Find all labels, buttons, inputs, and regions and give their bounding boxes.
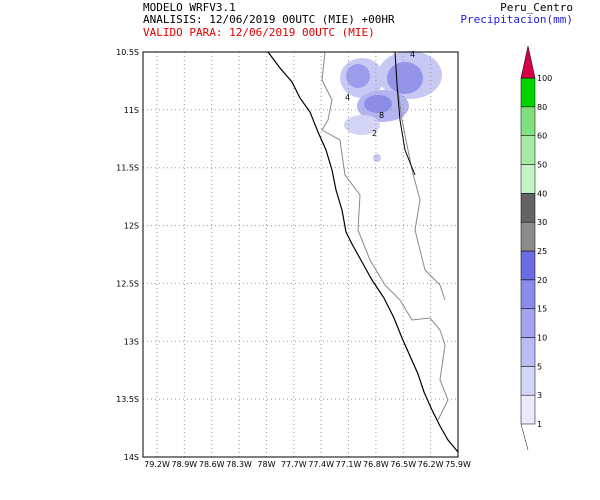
precip-area <box>344 115 380 135</box>
contour-label: 4 <box>410 50 415 59</box>
colorbar-segment <box>520 106 536 136</box>
boundary-line <box>394 51 416 176</box>
colorbar-bottom <box>520 423 529 451</box>
coastline <box>267 51 459 453</box>
colorbar-label: 50 <box>537 161 547 170</box>
lon-label: 76.2W <box>418 460 444 469</box>
map-frame <box>142 51 459 458</box>
precip-area <box>364 95 392 113</box>
colorbar-label: 25 <box>537 247 547 256</box>
precip-area <box>373 154 381 162</box>
colorbar-segment <box>520 279 536 309</box>
colorbar-label: 80 <box>537 103 547 112</box>
lon-label: 77.1W <box>336 460 362 469</box>
contour-labels: 4 4 28 <box>345 50 415 138</box>
colorbar-segment <box>520 164 536 194</box>
lat-label: 11.5S <box>116 164 139 173</box>
colorbar-label: 30 <box>537 218 547 227</box>
lat-label: 13.5S <box>116 395 139 404</box>
graticule <box>143 52 458 457</box>
contour-label: 2 <box>372 129 377 138</box>
colorbar-label: 60 <box>537 132 547 141</box>
variable-name: Precipitacion(mm) <box>460 13 573 26</box>
precip-area <box>387 62 423 94</box>
lat-label: 13S <box>124 337 139 346</box>
lat-label: 12S <box>124 222 139 231</box>
model-title: MODELO WRFV3.1 <box>143 1 236 14</box>
lon-label: 76.5W <box>390 460 416 469</box>
colorbar-segment <box>520 193 536 223</box>
colorbar-segment <box>520 135 536 165</box>
colorbar-segment <box>520 221 536 252</box>
lat-label: 14S <box>124 453 139 462</box>
border-line <box>321 51 449 421</box>
analysis-time: ANALISIS: 12/06/2019 00UTC (MIE) +00HR <box>143 13 395 26</box>
precip-areas <box>340 51 442 162</box>
contour-label: 8 <box>379 111 384 120</box>
colorbar-segment <box>520 250 536 281</box>
lon-label: 78.9W <box>171 460 197 469</box>
colorbar-label: 1 <box>537 420 542 429</box>
colorbar-label: 15 <box>537 305 547 314</box>
lon-label: 79.2W <box>144 460 170 469</box>
border-line <box>394 51 446 301</box>
lat-label: 12.5S <box>116 279 139 288</box>
contour-label: 4 <box>345 93 350 102</box>
colorbar-label: 100 <box>537 74 552 83</box>
colorbar-label: 20 <box>537 276 547 285</box>
colorbar-label: 3 <box>537 391 542 400</box>
colorbar-segment <box>520 308 536 338</box>
lon-label: 78.3W <box>226 460 252 469</box>
lon-label: 78W <box>257 460 275 469</box>
colorbar-label: 40 <box>537 189 547 198</box>
lon-label: 78.6W <box>199 460 225 469</box>
colorbar-segment <box>520 337 536 367</box>
colorbar-segment <box>520 366 536 396</box>
colorbar-segment <box>520 394 536 425</box>
colorbar-label: 5 <box>537 362 542 371</box>
precip-area <box>346 64 370 88</box>
colorbar-segment <box>520 77 536 108</box>
lon-label: 75.9W <box>445 460 471 469</box>
lon-label: 77.7W <box>281 460 307 469</box>
lon-label: 76.8W <box>363 460 389 469</box>
lon-label: 77.4W <box>308 460 334 469</box>
colorbar-top <box>520 45 536 79</box>
colorbar-label: 10 <box>537 334 547 343</box>
region-name: Peru_Centro <box>500 1 573 14</box>
lat-label: 10.5S <box>116 48 139 57</box>
valid-time: VALIDO PARA: 12/06/2019 00UTC (MIE) <box>143 26 375 39</box>
colorbar: 1 3 5 10 15 20 25 30 40 50 60 80 100 <box>520 45 552 451</box>
lat-label: 11S <box>124 106 139 115</box>
